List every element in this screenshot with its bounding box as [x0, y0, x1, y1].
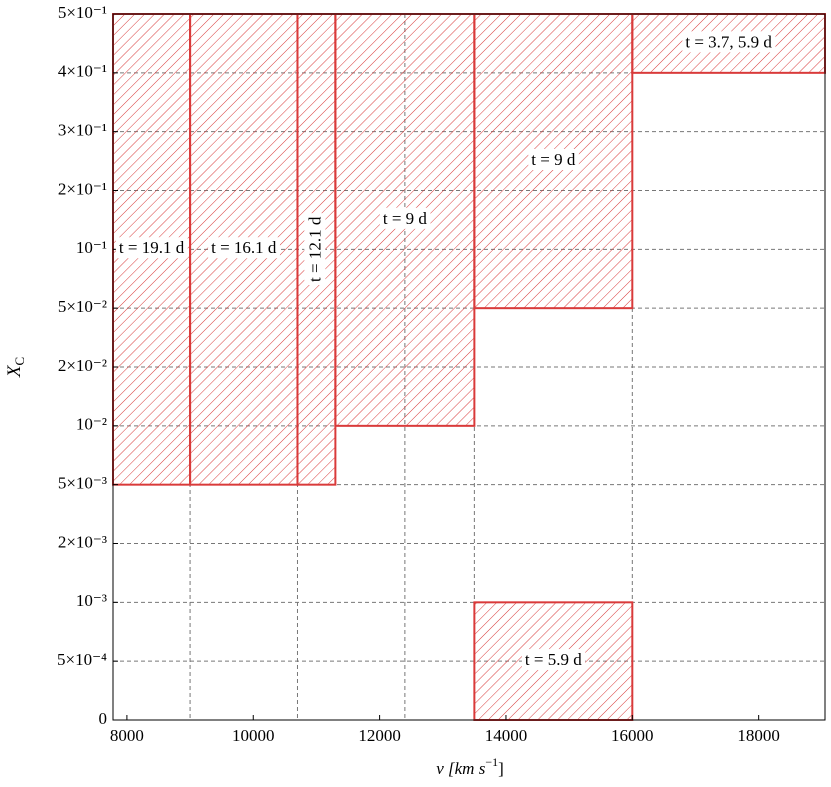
box-label: t = 9 d	[531, 150, 576, 169]
x-label-sup: −1	[485, 755, 498, 769]
y-tick-label: 5×10⁻³	[58, 474, 107, 493]
y-label-text: X	[4, 364, 25, 378]
x-label-end: ]	[498, 759, 504, 778]
x-tick-label: 16000	[611, 726, 654, 745]
y-axis-label: XC	[4, 357, 27, 378]
y-tick-label: 5×10⁻²	[58, 297, 107, 316]
label-background	[528, 148, 579, 170]
label-background	[682, 31, 776, 53]
box-label: t = 3.7, 5.9 d	[685, 32, 772, 51]
label-background	[115, 237, 188, 259]
y-tick-label: 10⁻²	[76, 415, 107, 434]
x-axis-label: v [km s−1]	[436, 755, 504, 778]
box-label-group: t = 5.9 d	[521, 649, 586, 671]
box-label-group: t = 19.1 d	[115, 237, 188, 259]
label-background	[208, 237, 280, 259]
x-tick-label: 8000	[110, 726, 144, 745]
y-tick-label: 2×10⁻²	[58, 356, 107, 375]
box-label-group: t = 9 d	[379, 207, 431, 229]
y-tick-label: 5×10⁻⁴	[57, 650, 107, 669]
boxes	[112, 13, 827, 721]
box-label: t = 16.1 d	[211, 238, 277, 257]
box-label: t = 5.9 d	[525, 650, 582, 669]
x-tick-label: 10000	[232, 726, 275, 745]
box-label-group: t = 12.1 d	[304, 213, 326, 285]
y-tick-label: 0	[99, 709, 108, 728]
x-tick-label: 18000	[737, 726, 780, 745]
label-background	[379, 207, 431, 229]
box-label-group: t = 16.1 d	[208, 237, 280, 259]
box-label-group: t = 9 d	[528, 148, 579, 170]
y-tick-label: 10⁻³	[76, 591, 107, 610]
x-tick-label: 12000	[358, 726, 401, 745]
label-background	[304, 213, 326, 285]
y-label-sub: C	[12, 357, 27, 366]
box-label: t = 12.1 d	[305, 216, 324, 282]
labels: 0 5×10⁻⁴ 10⁻³ 2×10⁻³ 5×10⁻³ 10⁻² 2×10⁻² 5×10⁻² 1…	[57, 3, 780, 745]
label-background	[521, 649, 586, 671]
y-tick-label: 3×10⁻¹	[58, 121, 107, 140]
box-label-group: t = 3.7, 5.9 d	[682, 31, 776, 53]
y-tick-label: 5×10⁻¹	[58, 3, 107, 22]
y-tick-label: 2×10⁻¹	[58, 179, 107, 198]
x-label-text: v [km s	[436, 759, 485, 778]
box-label: t = 19.1 d	[119, 238, 185, 257]
y-tick-label: 2×10⁻³	[58, 532, 107, 551]
y-tick-label: 4×10⁻¹	[58, 62, 107, 81]
y-tick-label: 10⁻¹	[76, 238, 107, 257]
box-label: t = 9 d	[383, 209, 428, 228]
x-tick-label: 14000	[485, 726, 528, 745]
